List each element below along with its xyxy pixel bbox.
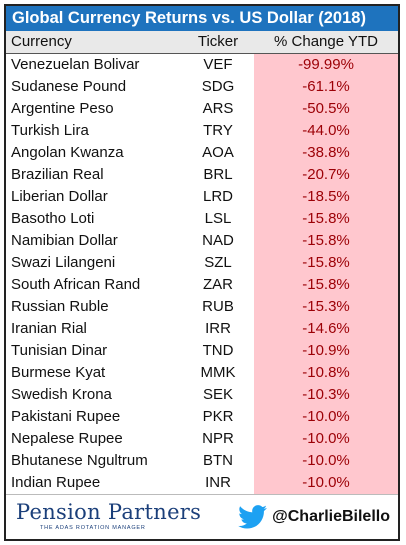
table-row: South African Rand ZAR -15.8% — [6, 274, 398, 296]
twitter-bird-icon — [238, 505, 268, 529]
cell-currency: Venezuelan Bolivar — [11, 56, 140, 73]
cell-change: -20.7% — [254, 164, 398, 186]
table-row: Argentine Peso ARS -50.5% — [6, 98, 398, 120]
cell-change: -99.99% — [254, 54, 398, 76]
cell-ticker: SDG — [201, 78, 235, 95]
cell-ticker: AOA — [202, 144, 234, 161]
header-change: % Change YTD — [254, 31, 398, 53]
cell-currency: Argentine Peso — [11, 100, 114, 117]
currency-table-frame: Global Currency Returns vs. US Dollar (2… — [4, 4, 400, 541]
cell-currency: Bhutanese Ngultrum — [11, 452, 148, 469]
cell-ticker: LRD — [202, 188, 233, 205]
cell-currency: Basotho Loti — [11, 210, 95, 227]
cell-ticker: INR — [205, 474, 231, 491]
cell-ticker: ARS — [202, 100, 234, 117]
cell-change: -10.9% — [254, 340, 398, 362]
table-row: Nepalese Rupee NPR -10.0% — [6, 428, 398, 450]
table-body: Venezuelan Bolivar VEF -99.99% Sudanese Pou… — [6, 54, 398, 494]
cell-change: -18.5% — [254, 186, 398, 208]
cell-change: -10.8% — [254, 362, 398, 384]
cell-ticker: LSL — [204, 210, 232, 227]
cell-currency: Burmese Kyat — [11, 364, 106, 381]
logo-tagline: THE ADAS ROTATION MANAGER — [40, 525, 146, 531]
cell-currency: Swazi Lilangeni — [11, 254, 116, 271]
cell-ticker: IRR — [205, 320, 231, 337]
table-row: Tunisian Dinar TND -10.9% — [6, 340, 398, 362]
table-title: Global Currency Returns vs. US Dollar (2… — [6, 6, 398, 31]
cell-change: -14.6% — [254, 318, 398, 340]
table-row: Venezuelan Bolivar VEF -99.99% — [6, 54, 398, 76]
table-row: Turkish Lira TRY -44.0% — [6, 120, 398, 142]
cell-ticker: RUB — [202, 298, 234, 315]
cell-currency: Iranian Rial — [11, 320, 87, 337]
cell-currency: Sudanese Pound — [11, 78, 127, 95]
cell-change: -61.1% — [254, 76, 398, 98]
cell-change: -50.5% — [254, 98, 398, 120]
cell-change: -15.3% — [254, 296, 398, 318]
cell-currency: Swedish Krona — [11, 386, 112, 403]
cell-currency: South African Rand — [11, 276, 141, 293]
pension-partners-logo: Pension Partners — [16, 500, 202, 524]
table-row: Indian Rupee INR -10.0% — [6, 472, 398, 494]
header-ticker: Ticker — [197, 33, 239, 50]
table-row: Angolan Kwanza AOA -38.8% — [6, 142, 398, 164]
cell-change: -10.0% — [254, 472, 398, 494]
cell-ticker: TRY — [203, 122, 233, 139]
cell-change: -10.0% — [254, 428, 398, 450]
cell-ticker: TND — [202, 342, 234, 359]
table-row: Swazi Lilangeni SZL -15.8% — [6, 252, 398, 274]
cell-ticker: SZL — [204, 254, 232, 271]
cell-currency: Liberian Dollar — [11, 188, 108, 205]
cell-change: -15.8% — [254, 252, 398, 274]
table-row: Brazilian Real BRL -20.7% — [6, 164, 398, 186]
cell-currency: Indian Rupee — [11, 474, 101, 491]
cell-change: -38.8% — [254, 142, 398, 164]
cell-change: -15.8% — [254, 208, 398, 230]
header-currency: Currency — [11, 33, 72, 50]
cell-change: -10.3% — [254, 384, 398, 406]
table-row: Pakistani Rupee PKR -10.0% — [6, 406, 398, 428]
cell-change: -15.8% — [254, 230, 398, 252]
cell-currency: Turkish Lira — [11, 122, 89, 139]
cell-ticker: NPR — [202, 430, 234, 447]
cell-ticker: PKR — [202, 408, 234, 425]
cell-currency: Pakistani Rupee — [11, 408, 121, 425]
table-row: Liberian Dollar LRD -18.5% — [6, 186, 398, 208]
table-row: Bhutanese Ngultrum BTN -10.0% — [6, 450, 398, 472]
cell-change: -44.0% — [254, 120, 398, 142]
cell-currency: Angolan Kwanza — [11, 144, 124, 161]
twitter-handle-group: @CharlieBilello — [238, 505, 390, 529]
cell-ticker: MMK — [200, 364, 236, 381]
table-row: Basotho Loti LSL -15.8% — [6, 208, 398, 230]
cell-ticker: ZAR — [203, 276, 233, 293]
table-row: Iranian Rial IRR -14.6% — [6, 318, 398, 340]
cell-change: -15.8% — [254, 274, 398, 296]
twitter-handle: @CharlieBilello — [272, 508, 390, 525]
cell-ticker: SEK — [202, 386, 233, 403]
table-header: Currency Ticker % Change YTD — [6, 31, 398, 54]
footer: Pension Partners THE ADAS ROTATION MANAG… — [6, 494, 398, 539]
cell-currency: Tunisian Dinar — [11, 342, 108, 359]
cell-change: -10.0% — [254, 406, 398, 428]
cell-ticker: BRL — [203, 166, 233, 183]
cell-ticker: BTN — [203, 452, 233, 469]
table-row: Sudanese Pound SDG -61.1% — [6, 76, 398, 98]
table-row: Russian Ruble RUB -15.3% — [6, 296, 398, 318]
table-row: Swedish Krona SEK -10.3% — [6, 384, 398, 406]
table-row: Burmese Kyat MMK -10.8% — [6, 362, 398, 384]
cell-currency: Nepalese Rupee — [11, 430, 123, 447]
cell-ticker: NAD — [202, 232, 234, 249]
cell-currency: Namibian Dollar — [11, 232, 118, 249]
table-row: Namibian Dollar NAD -15.8% — [6, 230, 398, 252]
cell-currency: Russian Ruble — [11, 298, 109, 315]
cell-currency: Brazilian Real — [11, 166, 104, 183]
cell-change: -10.0% — [254, 450, 398, 472]
cell-ticker: VEF — [203, 56, 233, 73]
